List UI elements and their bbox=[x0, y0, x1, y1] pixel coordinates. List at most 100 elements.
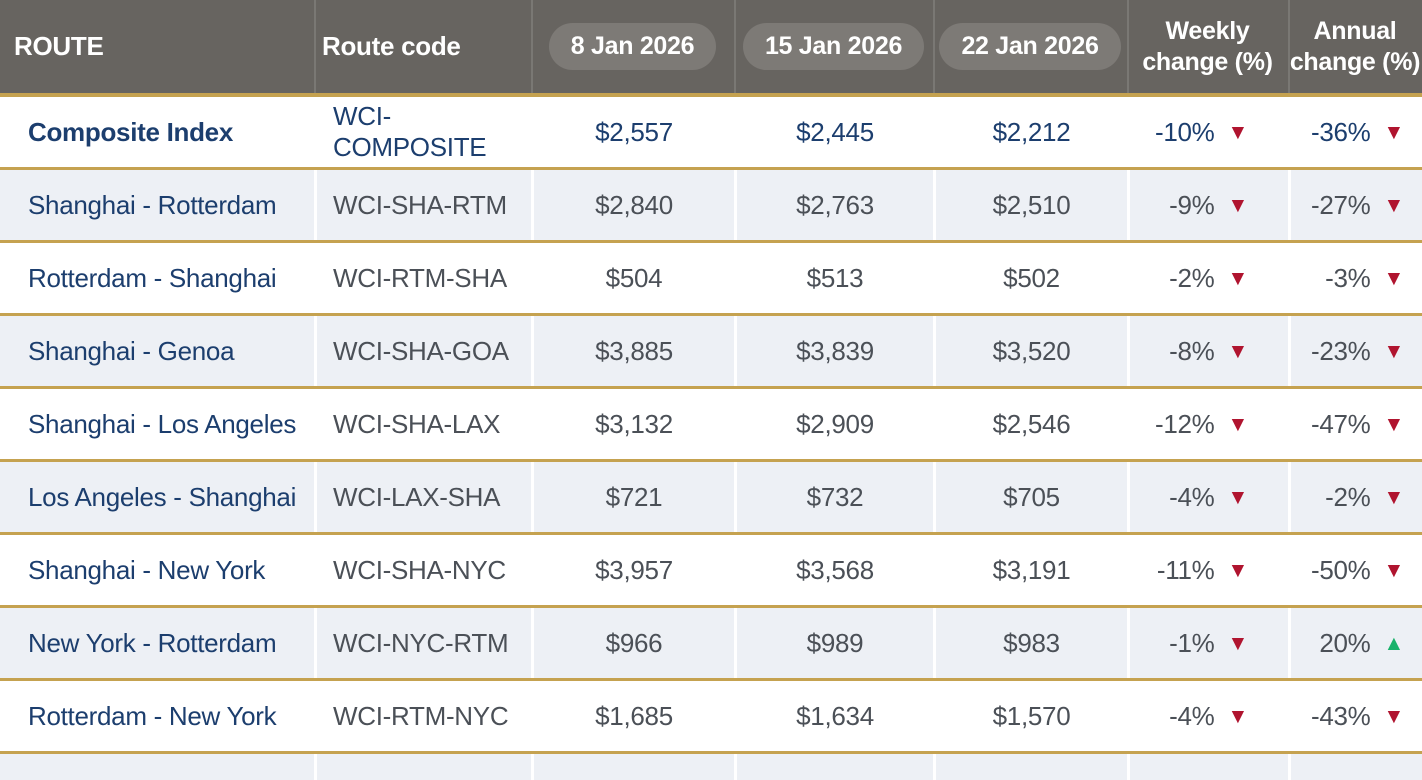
down-triangle-icon: ▼ bbox=[1227, 120, 1249, 144]
route-code: WCI-RTM-SHA bbox=[333, 262, 507, 293]
route-code-cell: WCI-SHA-LAX bbox=[314, 389, 531, 459]
route-code: WCI-SHA-LAX bbox=[333, 408, 501, 439]
weekly-change-cell: -1% ▼ bbox=[1127, 608, 1288, 678]
route-code: WCI-SHA-NYC bbox=[333, 554, 506, 585]
column-header-date-1: 8 Jan 2026 bbox=[531, 0, 734, 93]
route-code-cell: WCI-NYC-RTM bbox=[314, 608, 531, 678]
rate-cell-date-1: $3,957 bbox=[531, 535, 734, 605]
column-header-annual-change: Annual change (%) bbox=[1288, 0, 1422, 93]
rate-cell-date-3: $2,510 bbox=[933, 170, 1127, 240]
down-triangle-icon: ▼ bbox=[1227, 704, 1249, 728]
table-row: Shanghai - Rotterdam WCI-SHA-RTM $2,840 $2,… bbox=[0, 170, 1422, 243]
rate-value: $2,212 bbox=[992, 116, 1071, 147]
annual-change-cell: -43% ▼ bbox=[1288, 681, 1422, 751]
route-code: WCI-SHA-GOA bbox=[333, 335, 509, 366]
rate-cell-date-1: $3,885 bbox=[531, 316, 734, 386]
annual-change-cell: 20% ▲ bbox=[1288, 608, 1422, 678]
change-value: -43% bbox=[1311, 700, 1371, 731]
weekly-change-cell: -4% ▼ bbox=[1127, 681, 1288, 751]
down-triangle-icon: ▼ bbox=[1227, 339, 1249, 363]
annual-change-label-line1: Annual bbox=[1313, 17, 1397, 45]
date-pill-8-jan-2026: 8 Jan 2026 bbox=[548, 23, 717, 70]
route-code-cell: WCI-LAX-SHA bbox=[314, 462, 531, 532]
rate-cell-date-2: $513 bbox=[734, 243, 933, 313]
rate-value: $504 bbox=[605, 262, 663, 293]
down-triangle-icon: ▼ bbox=[1227, 485, 1249, 509]
rate-value: $989 bbox=[806, 627, 864, 658]
change-value: 20% bbox=[1319, 627, 1371, 658]
route-code: WCI-LAX-SHA bbox=[333, 481, 501, 512]
date-pill-15-jan-2026: 15 Jan 2026 bbox=[742, 23, 925, 70]
route-name-cell: New York - Rotterdam bbox=[0, 608, 314, 678]
rate-value: $3,520 bbox=[992, 335, 1071, 366]
route-code-cell: WCI-RTM-SHA bbox=[314, 243, 531, 313]
column-header-route-code-label: Route code bbox=[322, 31, 461, 61]
rate-cell-date-2: $2,763 bbox=[734, 170, 933, 240]
rate-cell-date-3: $2,546 bbox=[933, 389, 1127, 459]
weekly-change-label-line1: Weekly bbox=[1165, 17, 1250, 45]
rate-value: $705 bbox=[1003, 481, 1060, 512]
annual-change-cell: -27% ▼ bbox=[1288, 170, 1422, 240]
route-name: Shanghai - Genoa bbox=[28, 335, 235, 366]
route-name-cell: Los Angeles - Shanghai bbox=[0, 462, 314, 532]
rate-cell-date-1: $2,840 bbox=[531, 170, 734, 240]
change-value: -9% bbox=[1169, 189, 1215, 220]
rate-value: $721 bbox=[605, 481, 663, 512]
weekly-change-label-line2: change (%) bbox=[1142, 47, 1273, 76]
route-name: New York - Rotterdam bbox=[28, 627, 277, 658]
empty-cell bbox=[1127, 754, 1288, 780]
rate-value: $2,909 bbox=[796, 408, 874, 439]
weekly-change-cell: -8% ▼ bbox=[1127, 316, 1288, 386]
rate-value: $3,839 bbox=[796, 335, 874, 366]
route-code: WCI-SHA-RTM bbox=[333, 189, 507, 220]
rate-cell-date-2: $1,634 bbox=[734, 681, 933, 751]
table-row: Shanghai - New York WCI-SHA-NYC $3,957 $3,5… bbox=[0, 535, 1422, 608]
down-triangle-icon: ▼ bbox=[1383, 704, 1405, 728]
rate-value: $513 bbox=[806, 262, 864, 293]
rate-cell-date-1: $3,132 bbox=[531, 389, 734, 459]
rate-cell-date-3: $3,520 bbox=[933, 316, 1127, 386]
table-row: New York - Rotterdam WCI-NYC-RTM $966 $989 $… bbox=[0, 608, 1422, 681]
weekly-change-cell: -4% ▼ bbox=[1127, 462, 1288, 532]
rate-value: $983 bbox=[1003, 627, 1060, 658]
rate-value: $2,510 bbox=[992, 189, 1071, 220]
column-header-weekly-change: Weekly change (%) bbox=[1127, 0, 1288, 93]
route-name: Los Angeles - Shanghai bbox=[28, 481, 297, 512]
empty-cell bbox=[933, 754, 1127, 780]
table-row-partial bbox=[0, 754, 1422, 780]
route-name: Shanghai - Los Angeles bbox=[28, 408, 297, 439]
change-value: -27% bbox=[1311, 189, 1371, 220]
route-name-cell: Rotterdam - Shanghai bbox=[0, 243, 314, 313]
rate-cell-date-3: $3,191 bbox=[933, 535, 1127, 605]
rate-value: $502 bbox=[1003, 262, 1060, 293]
column-header-date-3: 22 Jan 2026 bbox=[933, 0, 1127, 93]
change-value: -10% bbox=[1155, 116, 1215, 147]
table-header-row: ROUTE Route code 8 Jan 2026 15 Jan 2026 … bbox=[0, 0, 1422, 97]
annual-change-label-line2: change (%) bbox=[1289, 47, 1421, 76]
route-name: Shanghai - Rotterdam bbox=[28, 189, 277, 220]
route-code: WCI-COMPOSITE bbox=[333, 101, 487, 162]
change-value: -2% bbox=[1169, 262, 1215, 293]
annual-change-cell: -47% ▼ bbox=[1288, 389, 1422, 459]
annual-change-cell: -36% ▼ bbox=[1288, 97, 1422, 167]
change-value: -3% bbox=[1325, 262, 1371, 293]
route-name-cell: Shanghai - Genoa bbox=[0, 316, 314, 386]
route-code-cell: WCI-RTM-NYC bbox=[314, 681, 531, 751]
rate-cell-date-1: $504 bbox=[531, 243, 734, 313]
rate-value: $2,445 bbox=[796, 116, 874, 147]
change-value: -50% bbox=[1311, 554, 1371, 585]
table-row: Rotterdam - Shanghai WCI-RTM-SHA $504 $513 $… bbox=[0, 243, 1422, 316]
change-value: -12% bbox=[1155, 408, 1215, 439]
down-triangle-icon: ▼ bbox=[1383, 120, 1405, 144]
rate-value: $2,557 bbox=[595, 116, 673, 147]
rate-cell-date-2: $989 bbox=[734, 608, 933, 678]
rate-value: $2,763 bbox=[796, 189, 874, 220]
rate-value: $1,685 bbox=[595, 700, 673, 731]
rate-value: $966 bbox=[605, 627, 663, 658]
weekly-change-cell: -9% ▼ bbox=[1127, 170, 1288, 240]
down-triangle-icon: ▼ bbox=[1383, 412, 1405, 436]
table-row: Rotterdam - New York WCI-RTM-NYC $1,685 $1,… bbox=[0, 681, 1422, 754]
rate-cell-date-2: $3,839 bbox=[734, 316, 933, 386]
rate-cell-date-2: $3,568 bbox=[734, 535, 933, 605]
rate-cell-date-2: $2,445 bbox=[734, 97, 933, 167]
